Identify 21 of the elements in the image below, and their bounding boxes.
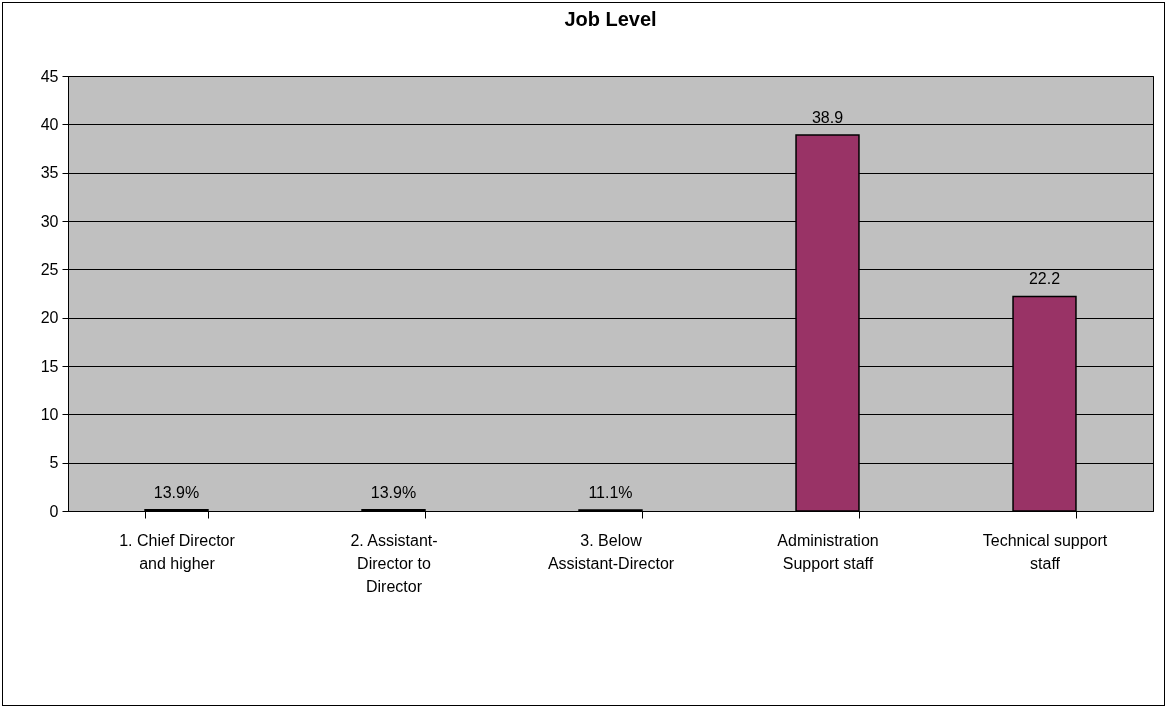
y-tick-label: 15 [40,357,59,375]
y-tick-label: 5 [49,454,59,472]
data-label: 11.1% [588,483,633,501]
data-label: 13.9% [370,483,417,501]
y-tick-label: 10 [40,405,59,423]
chart-title: Job Level [564,8,657,30]
y-tick-label: 40 [40,115,59,133]
data-label: 38.9 [811,108,844,126]
data-label: 13.9% [153,483,200,501]
x-tick-label: Technical support staff [982,531,1108,572]
y-tick-label: 35 [40,164,59,182]
x-tick-label: 2. Assistant-Director to Director [350,531,438,595]
y-tick-label: 25 [40,260,59,278]
x-tick-label: 1. Chief Director and higher [119,531,236,572]
y-tick-label: 30 [40,212,59,230]
x-tick-label: 3. Below Assistant-Director [547,531,675,572]
y-tick-label: 45 [40,67,59,85]
y-tick-label: 20 [40,309,59,327]
x-tick-label: Administration Support staff [777,531,879,572]
y-tick-label: 0 [49,502,59,520]
data-label: 22.2 [1028,270,1061,288]
